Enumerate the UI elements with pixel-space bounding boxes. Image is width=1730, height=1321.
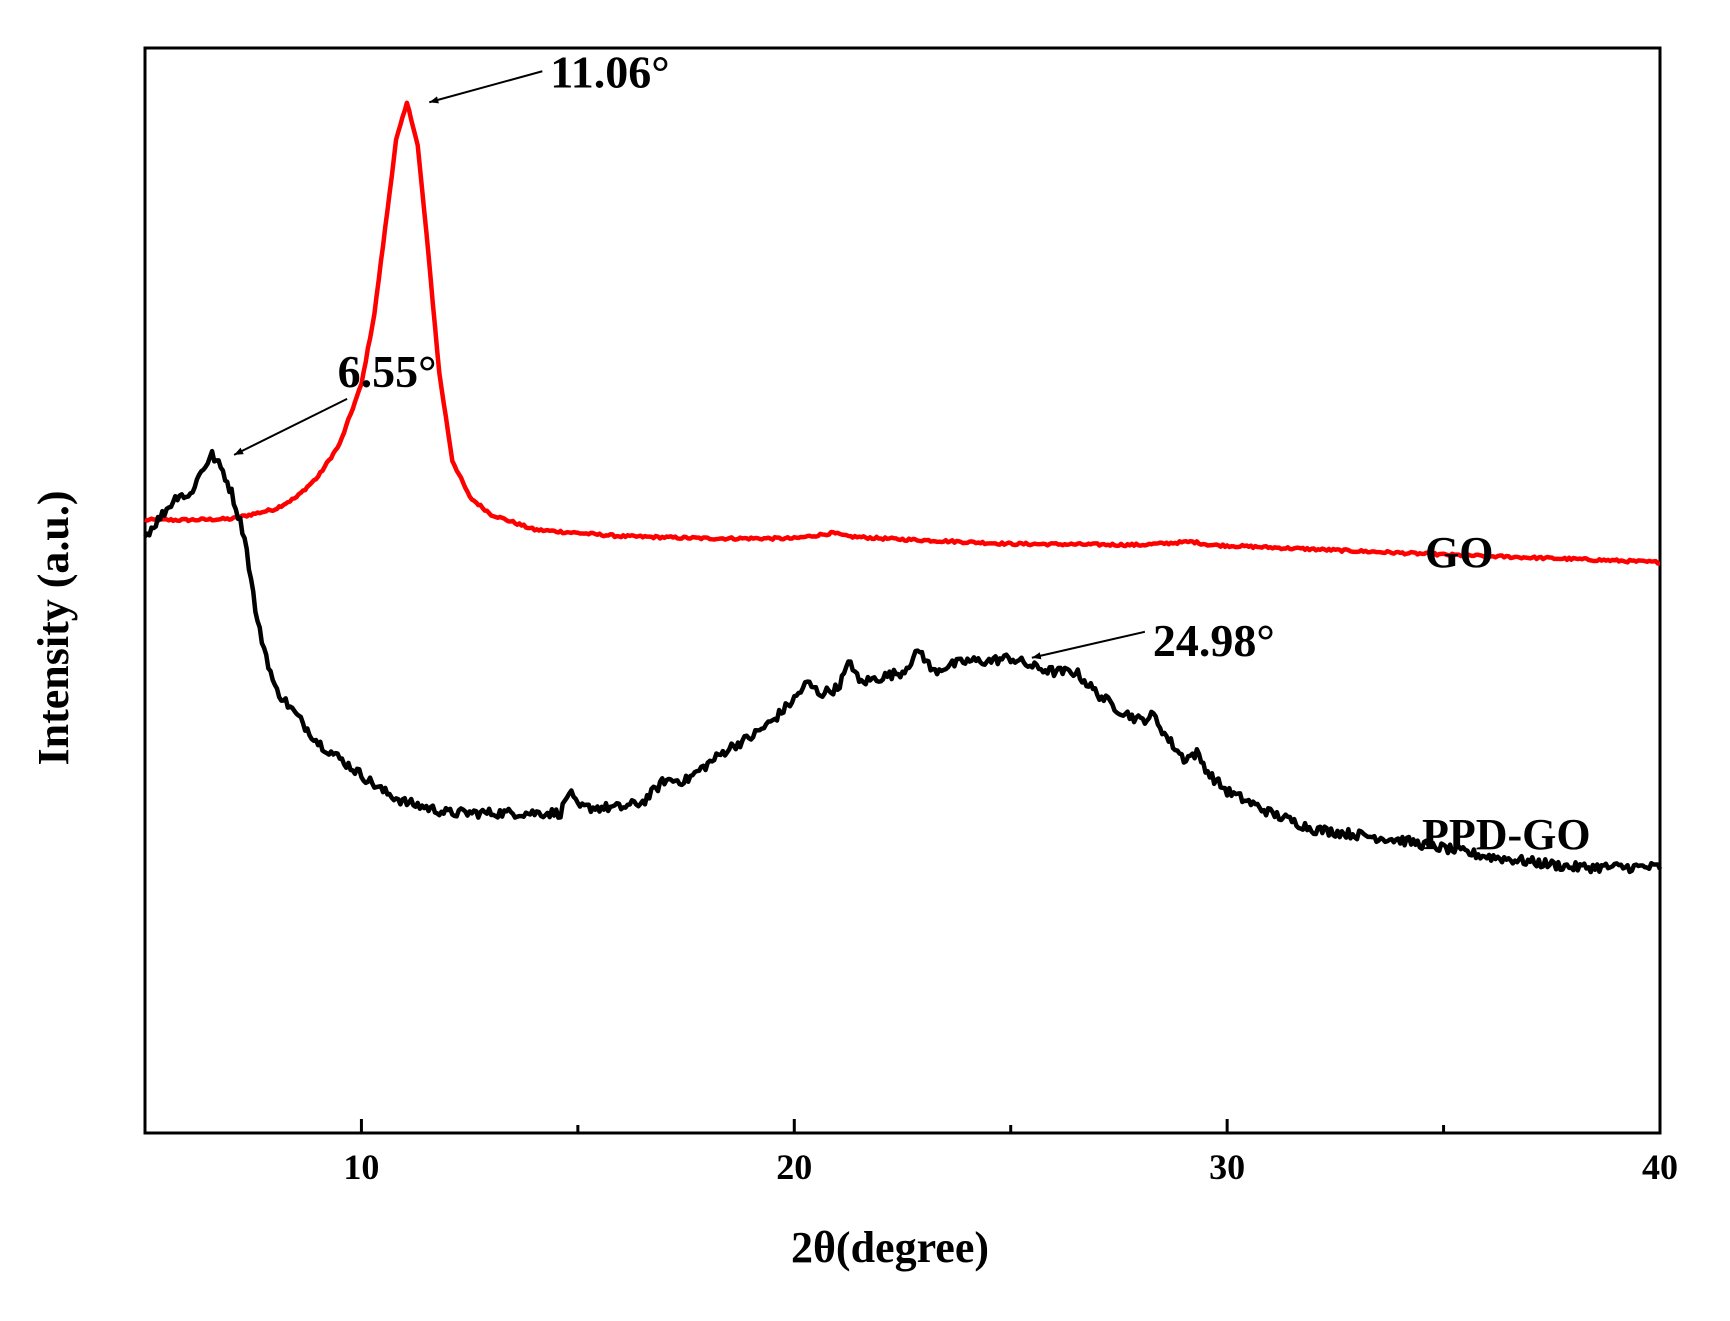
series-label-go: GO	[1425, 528, 1493, 577]
x-tick-label-30: 30	[1209, 1147, 1245, 1187]
annotation-layer: 11.06° 6.55° 24.98°	[233, 46, 1275, 666]
y-axis-title: Intensity (a.u.)	[29, 490, 78, 765]
plot-frame	[143, 46, 1662, 1135]
annotation-arrow-1	[233, 397, 348, 456]
series-label-ppd-go: PPD-GO	[1422, 810, 1591, 859]
annotation-label-1: 6.55°	[338, 346, 437, 397]
annotation-arrow-0	[429, 70, 543, 104]
x-axis-title: 2θ(degree)	[791, 1223, 989, 1272]
series-layer	[143, 100, 1663, 875]
series-line-ppd-go	[143, 448, 1663, 875]
x-tick-label-10: 10	[343, 1147, 379, 1187]
x-tick-label-20: 20	[776, 1147, 812, 1187]
annotation-label-2: 24.98°	[1153, 615, 1275, 666]
x-axis-ticks: 10 20 30 40	[343, 1119, 1678, 1187]
x-tick-label-40: 40	[1642, 1147, 1678, 1187]
annotation-label-0: 11.06°	[550, 46, 669, 97]
series-line-go	[144, 100, 1661, 566]
annotation-arrow-2	[1031, 630, 1146, 660]
